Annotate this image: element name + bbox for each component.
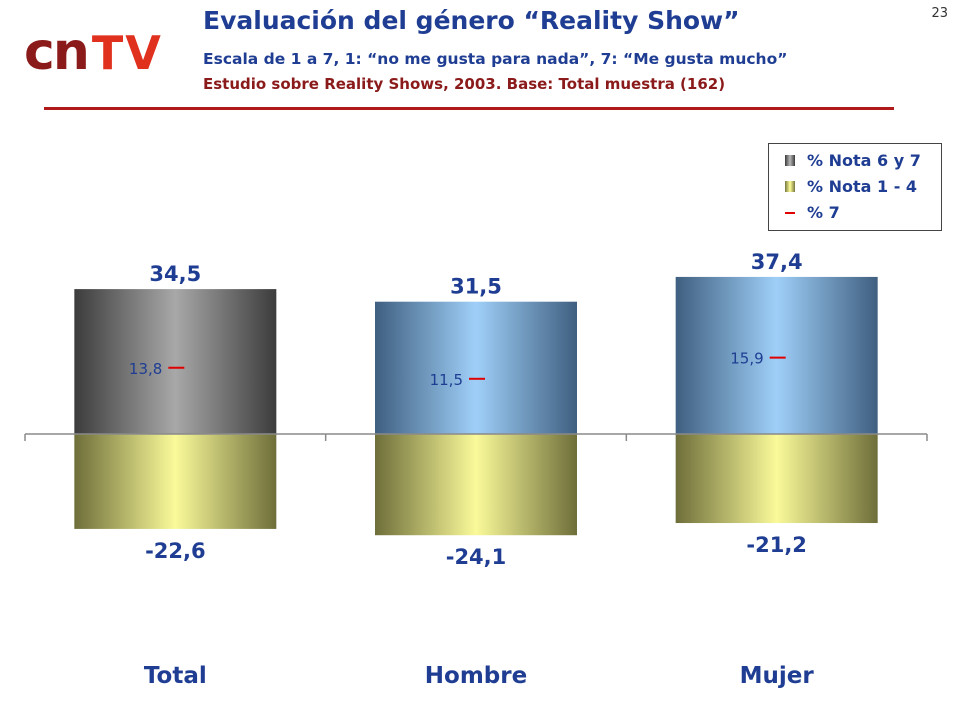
- slide-title: Evaluación del género “Reality Show”: [203, 6, 740, 35]
- data-label-positive: 37,4: [751, 250, 803, 274]
- bar-positive: [375, 301, 577, 434]
- data-label-negative: -21,2: [746, 533, 807, 557]
- slide-source: Estudio sobre Reality Shows, 2003. Base:…: [203, 75, 726, 93]
- logo-tv: TV: [91, 26, 163, 80]
- legend-label: % Nota 6 y 7: [807, 151, 921, 170]
- cntv-logo: cnTV: [24, 26, 163, 78]
- legend-swatch-olive: [785, 181, 795, 192]
- data-label-nota-7: 13,8: [129, 360, 162, 378]
- bar-negative: [375, 434, 577, 536]
- x-tick-label: Hombre: [425, 663, 527, 689]
- legend-swatch-red-line: [785, 212, 795, 214]
- legend-label: % 7: [807, 203, 840, 222]
- chart-legend: % Nota 6 y 7 % Nota 1 - 4 % 7: [768, 143, 942, 231]
- slide-subtitle: Escala de 1 a 7, 1: “no me gusta para na…: [203, 50, 788, 68]
- data-label-nota-7: 11,5: [430, 371, 463, 389]
- logo-cn: cn: [24, 22, 90, 82]
- bar-negative: [74, 434, 277, 529]
- bar-positive: [675, 276, 878, 434]
- data-label-positive: 34,5: [149, 262, 201, 286]
- legend-label: % Nota 1 - 4: [807, 177, 918, 196]
- bar-positive: [74, 289, 277, 434]
- data-label-positive: 31,5: [450, 275, 502, 299]
- data-label-nota-7: 15,9: [730, 350, 763, 368]
- x-tick-label: Total: [144, 663, 207, 689]
- data-label-negative: -24,1: [446, 545, 507, 569]
- title-divider: [44, 107, 894, 110]
- data-label-negative: -22,6: [145, 539, 206, 563]
- bar-negative: [675, 434, 878, 524]
- legend-swatch-gray: [785, 155, 795, 166]
- x-tick-label: Mujer: [740, 663, 815, 689]
- slide-number: 23: [931, 6, 948, 21]
